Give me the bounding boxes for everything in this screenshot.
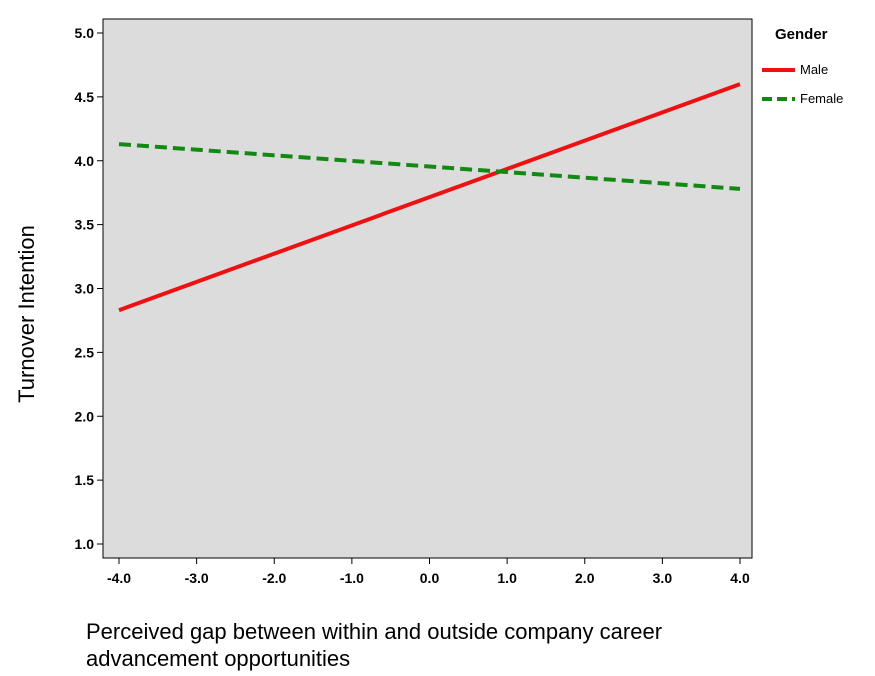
legend-title: Gender xyxy=(775,26,828,43)
x-tick-label: 1.0 xyxy=(497,570,517,586)
y-tick-label: 5.0 xyxy=(75,25,95,41)
y-tick-label: 1.5 xyxy=(75,472,95,488)
x-tick-label: 2.0 xyxy=(575,570,595,586)
x-tick-label: 0.0 xyxy=(420,570,440,586)
x-axis-title-line-1: Perceived gap between within and outside… xyxy=(86,619,662,644)
y-tick-label: 4.5 xyxy=(75,89,95,105)
x-tick-label: -3.0 xyxy=(185,570,209,586)
y-axis-title: Turnover Intention xyxy=(14,225,39,403)
x-tick-label: -1.0 xyxy=(340,570,364,586)
x-tick-label: -4.0 xyxy=(107,570,131,586)
y-axis-ticks: 1.0 1.5 2.0 2.5 3.0 3.5 4.0 4.5 5.0 xyxy=(75,25,103,552)
y-tick-label: 4.0 xyxy=(75,153,95,169)
y-tick-label: 2.0 xyxy=(75,408,95,424)
y-tick-label: 3.0 xyxy=(75,281,95,297)
x-tick-label: -2.0 xyxy=(262,570,286,586)
series-lines xyxy=(118,82,741,313)
plot-area xyxy=(102,18,753,559)
x-tick-label: 3.0 xyxy=(653,570,673,586)
y-tick-label: 3.5 xyxy=(75,217,95,233)
x-tick-label: 4.0 xyxy=(730,570,750,586)
series-line-male xyxy=(118,82,741,313)
y-tick-label: 1.0 xyxy=(75,536,95,552)
y-tick-label: 2.5 xyxy=(75,344,95,360)
x-axis-ticks: -4.0 -3.0 -2.0 -1.0 0.0 1.0 2.0 3.0 4.0 xyxy=(107,558,750,586)
legend: Gender Male Female xyxy=(762,26,843,106)
series-line-female xyxy=(118,142,741,191)
legend-label-male: Male xyxy=(800,62,828,77)
x-axis-title-line-2: advancement opportunities xyxy=(86,646,350,671)
legend-label-female: Female xyxy=(800,91,843,106)
